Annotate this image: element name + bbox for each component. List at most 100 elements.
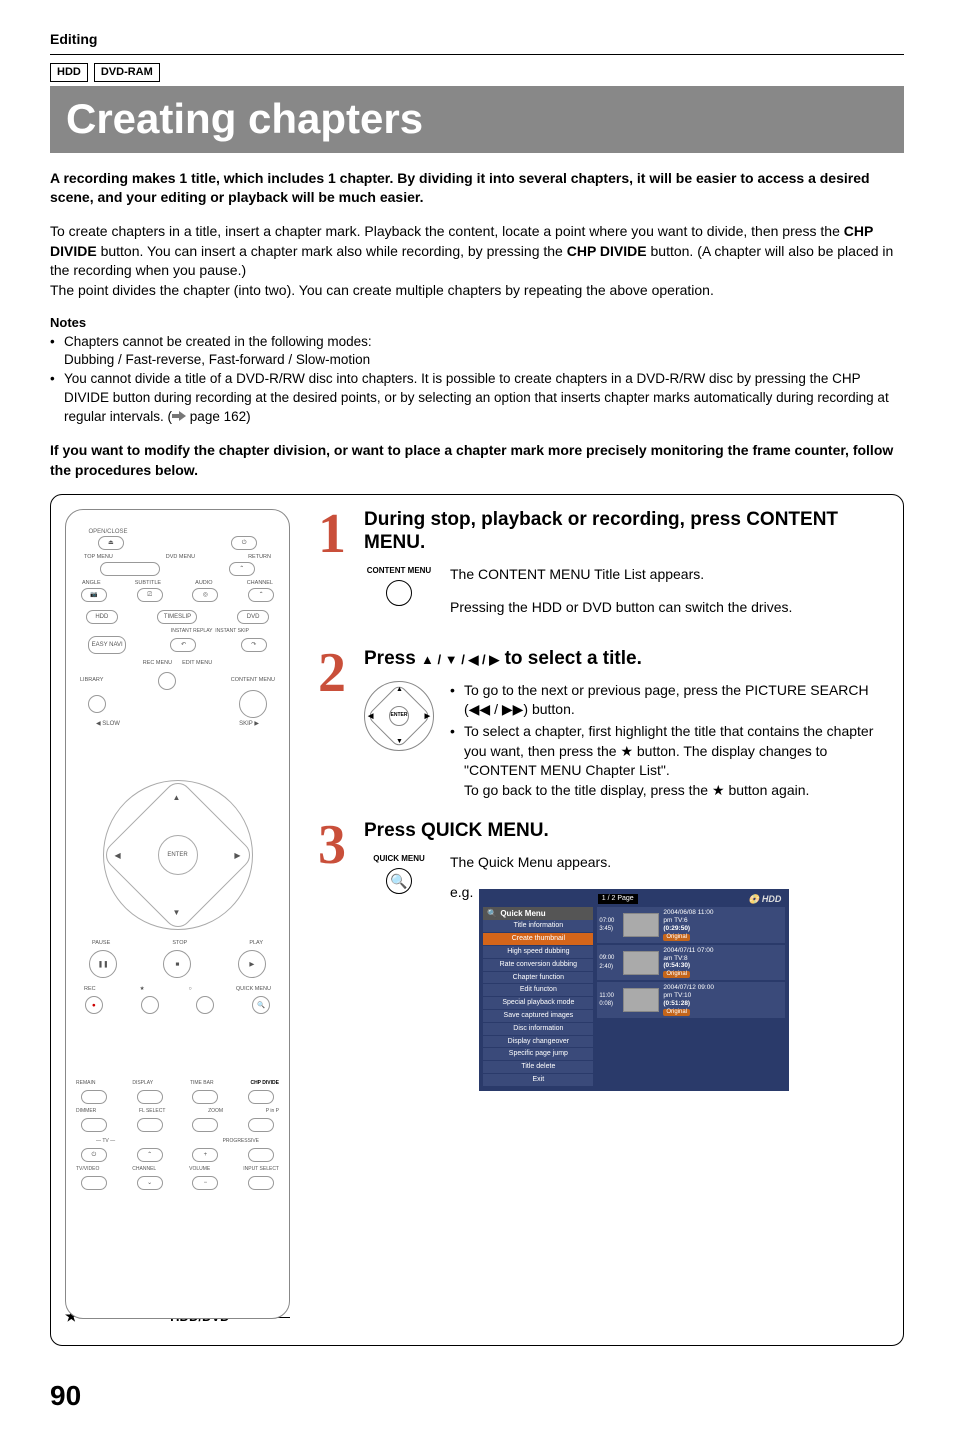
btn-zoom[interactable] [192,1118,218,1132]
osd-menu-item: Edit functon [483,984,593,997]
btn-tv-ch-down[interactable]: ⌄ [137,1176,163,1190]
section-label: Editing [50,30,904,50]
osd-menu-title: 🔍 Quick Menu [483,907,593,920]
lbl-library: LIBRARY [80,677,103,685]
btn-progressive[interactable] [248,1148,274,1162]
osd-menu-item: Title delete [483,1061,593,1074]
btn-quick-menu[interactable]: 🔍 [252,996,270,1014]
note-1: Chapters cannot be created in the follow… [50,333,904,371]
step-1-body: The CONTENT MENU Title List appears. Pre… [450,565,792,618]
osd-title-list: 07:003:45)2004/06/08 11:00pm TV:6(0:29:5… [597,907,785,1087]
step-1-icon: CONTENT MENU [364,565,434,606]
step-1-icon-label: CONTENT MENU [367,566,431,575]
instruction-panel: OPEN/CLOSE ⏏ ⏻ TOP MENU DVD MENU RETURN … [50,494,904,1346]
lbl-return: RETURN [248,554,271,562]
lbl-o: ○ [189,986,192,994]
lbl-volume: VOLUME [189,1166,210,1173]
dpad-right-icon: ▶ [234,850,240,861]
step-1-line1: The CONTENT MENU Title List appears. [450,565,792,585]
btn-content-menu[interactable] [239,690,267,718]
osd-menu-item: Rate conversion dubbing [483,959,593,972]
osd-menu-item: Exit [483,1074,593,1087]
btn-remain[interactable] [81,1090,107,1104]
btn-angle[interactable]: 📷 [81,588,107,602]
step-2-num: 2 [310,648,354,802]
lbl-tv-sep: — TV — [96,1138,115,1145]
lbl-pause: PAUSE [92,940,110,948]
btn-rec[interactable]: ● [85,996,103,1014]
btn-time-bar[interactable] [192,1090,218,1104]
lbl-zoom: ZOOM [208,1108,223,1115]
btn-display[interactable] [137,1090,163,1104]
lbl-subtitle: SUBTITLE [135,580,161,588]
arrow-right-icon [172,411,186,421]
btn-ch-up[interactable]: ⌃ [248,588,274,602]
note-2: You cannot divide a title of a DVD-R/RW … [50,370,904,427]
lbl-tv-video: TV/VIDEO [76,1166,99,1173]
step-2-bullets: To go to the next or previous page, pres… [450,681,885,801]
step-2-head-b: to select a title. [499,648,642,669]
osd-title-row: 11:000:08)2004/07/12 09:00pm TV:10(0:51:… [597,982,785,1018]
osd-menu-item: Specific page jump [483,1048,593,1061]
btn-enter[interactable]: ENTER [158,835,198,875]
lbl-dvd-menu: DVD MENU [166,554,195,562]
btn-library[interactable] [88,695,106,713]
lbl-channel2: CHANNEL [132,1166,156,1173]
btn-input-select[interactable] [248,1176,274,1190]
osd-menu-item: Create thumbnail [483,933,593,946]
btn-stop[interactable]: ■ [163,950,191,978]
btn-rec-menu[interactable] [158,672,176,690]
btn-pinp[interactable] [248,1118,274,1132]
lbl-quick-menu: QUICK MENU [236,986,271,994]
lbl-display: DISPLAY [132,1080,153,1087]
osd-quick-menu: 🔍 Quick Menu Title informationCreate thu… [483,907,593,1087]
btn-dimmer[interactable] [81,1118,107,1132]
dpad-left-icon: ◀ [115,850,121,861]
step-3-icon: QUICK MENU 🔍 [364,853,434,894]
lbl-remain: REMAIN [76,1080,95,1087]
notes-list: Chapters cannot be created in the follow… [50,333,904,427]
btn-instant-skip[interactable]: ↷ [241,638,267,652]
btn-o[interactable] [196,996,214,1014]
btn-eject[interactable]: ⏏ [98,536,124,550]
lbl-pinp: P in P [266,1108,279,1115]
btn-audio[interactable]: ◎ [192,588,218,602]
step-2-head: Press ▲ / ▼ / ◀ / ▶ to select a title. [364,648,885,671]
btn-star[interactable] [141,996,159,1014]
lbl-input-select: INPUT SELECT [243,1166,279,1173]
lbl-content-menu: CONTENT MENU [231,677,275,685]
lbl-slow: ◀ SLOW [96,720,120,728]
step-2-b2c: To go back to the title display, press t… [464,782,712,798]
step-3-head: Press QUICK MENU. [364,820,885,843]
btn-play[interactable]: ▶ [238,950,266,978]
btn-dvd[interactable]: DVD [237,610,269,624]
step-1-head: During stop, playback or recording, pres… [364,509,885,555]
btn-top-menu[interactable] [100,562,160,576]
btn-fl-select[interactable] [137,1118,163,1132]
btn-tv-video[interactable] [81,1176,107,1190]
btn-instant-replay[interactable]: ↶ [170,638,196,652]
divider [50,54,904,55]
btn-timeslip[interactable]: TIMESLIP [157,610,197,624]
btn-easy-navi[interactable]: EASY NAVI [88,636,126,654]
btn-power[interactable]: ⏻ [231,536,257,550]
btn-tv-ch-up[interactable]: ⌃ [137,1148,163,1162]
osd-menu-item: Special playback mode [483,997,593,1010]
dpad[interactable]: ENTER ▲ ▼ ◀ ▶ [103,780,253,930]
btn-return[interactable]: ⌃ [229,562,255,576]
dpad-up-icon: ▲ [173,792,181,803]
badge-hdd: HDD [50,63,88,82]
btn-vol-down[interactable]: − [192,1176,218,1190]
btn-vol-up[interactable]: + [192,1148,218,1162]
star-icon-3: ★ [712,782,725,798]
lbl-progressive: PROGRESSIVE [223,1138,259,1145]
lbl-angle: ANGLE [82,580,101,588]
step-1: 1 During stop, playback or recording, pr… [310,509,885,618]
lbl-audio: AUDIO [195,580,212,588]
btn-hdd[interactable]: HDD [86,610,118,624]
btn-subtitle[interactable]: ⎚ [137,588,163,602]
btn-pause[interactable]: ❚❚ [89,950,117,978]
btn-chp-divide[interactable] [248,1090,274,1104]
btn-tv-power[interactable]: ⏻ [81,1148,107,1162]
modify-note: If you want to modify the chapter divisi… [50,441,904,480]
